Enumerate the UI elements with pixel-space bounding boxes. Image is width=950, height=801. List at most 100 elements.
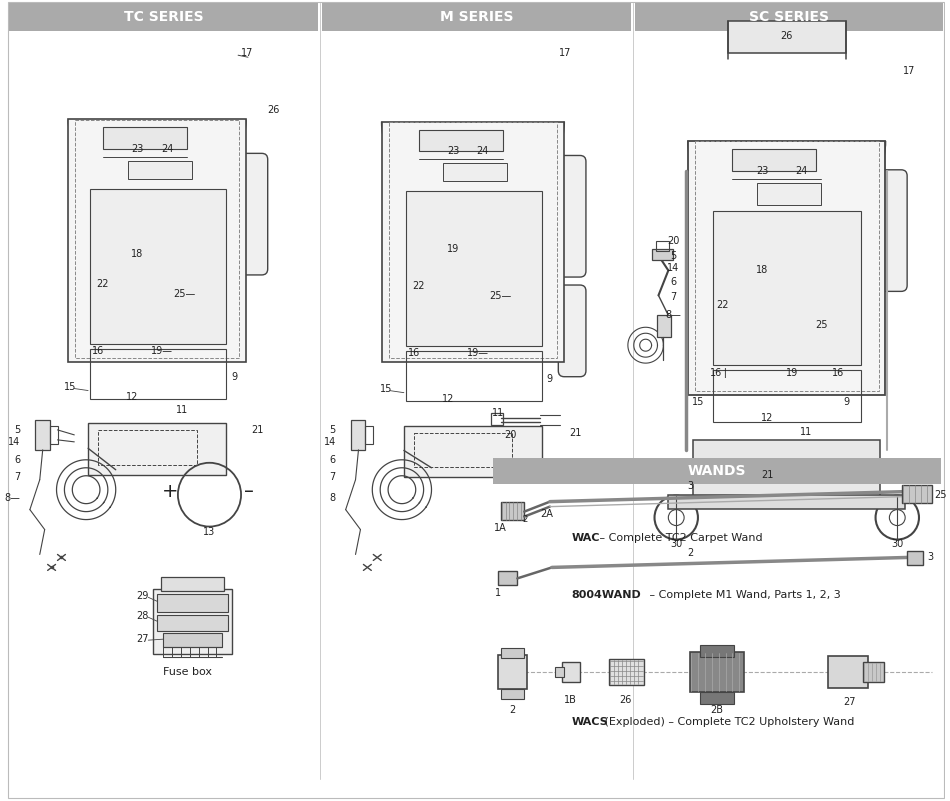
Bar <box>712 370 861 422</box>
Text: WANDS: WANDS <box>688 464 746 477</box>
FancyBboxPatch shape <box>559 285 586 376</box>
Text: 8004WAND: 8004WAND <box>572 590 641 600</box>
Text: 25: 25 <box>815 320 827 330</box>
Text: 23: 23 <box>447 147 460 156</box>
Text: 17: 17 <box>903 66 916 76</box>
Text: 15: 15 <box>65 381 77 392</box>
Text: 7: 7 <box>330 472 335 481</box>
Text: 6: 6 <box>670 277 676 288</box>
Text: 3: 3 <box>927 553 933 562</box>
Bar <box>498 571 518 586</box>
Bar <box>98 430 197 465</box>
Text: 21: 21 <box>569 428 581 437</box>
Bar <box>652 248 674 260</box>
Bar <box>757 183 822 205</box>
Bar <box>732 149 816 171</box>
Bar <box>491 413 503 425</box>
Text: 30: 30 <box>670 538 682 549</box>
Bar <box>828 656 867 688</box>
Text: WACS: WACS <box>572 717 608 727</box>
Bar <box>90 348 226 399</box>
Text: 26: 26 <box>268 104 280 115</box>
Text: +: + <box>162 482 179 501</box>
Bar <box>907 551 923 566</box>
Text: 5: 5 <box>670 251 676 260</box>
Text: 29: 29 <box>136 591 148 602</box>
Text: 8—: 8— <box>4 493 20 503</box>
Bar <box>688 141 885 395</box>
Bar <box>90 189 226 344</box>
Bar <box>561 662 580 682</box>
Bar <box>690 652 744 692</box>
Text: 24: 24 <box>795 166 808 175</box>
Bar <box>414 433 512 468</box>
Text: 8: 8 <box>330 493 335 503</box>
Text: (Exploded) – Complete TC2 Upholstery Wand: (Exploded) – Complete TC2 Upholstery Wan… <box>601 717 855 727</box>
Text: 30: 30 <box>891 538 903 549</box>
Text: Fuse box: Fuse box <box>163 667 212 677</box>
Bar <box>404 425 542 477</box>
Text: 9: 9 <box>547 374 553 384</box>
Bar <box>501 501 524 520</box>
Text: 20: 20 <box>667 235 679 246</box>
Text: 5: 5 <box>330 425 335 435</box>
Bar <box>406 191 542 346</box>
Text: 23: 23 <box>756 166 769 175</box>
Text: 15: 15 <box>692 397 704 407</box>
Bar <box>693 440 881 500</box>
Text: 11: 11 <box>800 427 812 437</box>
Text: 7: 7 <box>13 472 20 481</box>
Text: –: – <box>244 482 254 501</box>
Text: 2A: 2A <box>541 509 554 518</box>
Bar <box>406 351 542 400</box>
Bar <box>162 578 224 591</box>
Bar <box>863 662 884 682</box>
Bar <box>157 615 228 631</box>
Bar <box>157 594 228 612</box>
Text: 6: 6 <box>330 455 335 465</box>
Text: 28: 28 <box>136 611 148 622</box>
Text: 11: 11 <box>491 408 504 417</box>
Bar <box>351 420 366 450</box>
Text: 27: 27 <box>844 697 856 707</box>
Bar <box>366 426 373 444</box>
Text: 18: 18 <box>131 249 143 259</box>
Text: 9: 9 <box>843 397 849 407</box>
Text: SC SERIES: SC SERIES <box>749 10 828 24</box>
Bar <box>712 211 861 365</box>
Text: – Complete TC2 Carpet Wand: – Complete TC2 Carpet Wand <box>597 533 763 542</box>
Bar <box>609 659 644 685</box>
Bar <box>728 22 846 53</box>
Text: 22: 22 <box>412 281 425 291</box>
Text: 7: 7 <box>670 292 676 302</box>
Text: 19: 19 <box>447 244 460 254</box>
Text: 18: 18 <box>756 265 769 276</box>
Bar <box>501 648 524 658</box>
Bar <box>669 495 905 509</box>
Text: 26: 26 <box>781 31 793 42</box>
Bar <box>657 316 672 337</box>
Text: TC SERIES: TC SERIES <box>124 10 203 24</box>
Text: 12: 12 <box>126 392 139 401</box>
FancyBboxPatch shape <box>240 153 268 275</box>
Text: 14: 14 <box>324 437 335 447</box>
Bar <box>322 3 631 31</box>
Text: 14: 14 <box>8 437 20 447</box>
Bar <box>700 692 734 704</box>
Bar <box>127 161 192 179</box>
Bar <box>382 122 564 362</box>
Bar <box>493 458 940 484</box>
Text: 2B: 2B <box>711 705 723 715</box>
Bar <box>555 667 563 677</box>
Text: WAC: WAC <box>572 533 600 542</box>
Text: 23: 23 <box>131 144 143 155</box>
Bar <box>444 163 507 181</box>
Text: 16: 16 <box>408 348 420 358</box>
Bar <box>75 119 239 358</box>
Text: 19—: 19— <box>466 348 489 358</box>
Text: 15: 15 <box>380 384 392 393</box>
Text: 2: 2 <box>687 549 694 558</box>
Text: 14: 14 <box>667 264 679 273</box>
Bar <box>68 119 246 362</box>
Text: 17: 17 <box>560 48 572 58</box>
